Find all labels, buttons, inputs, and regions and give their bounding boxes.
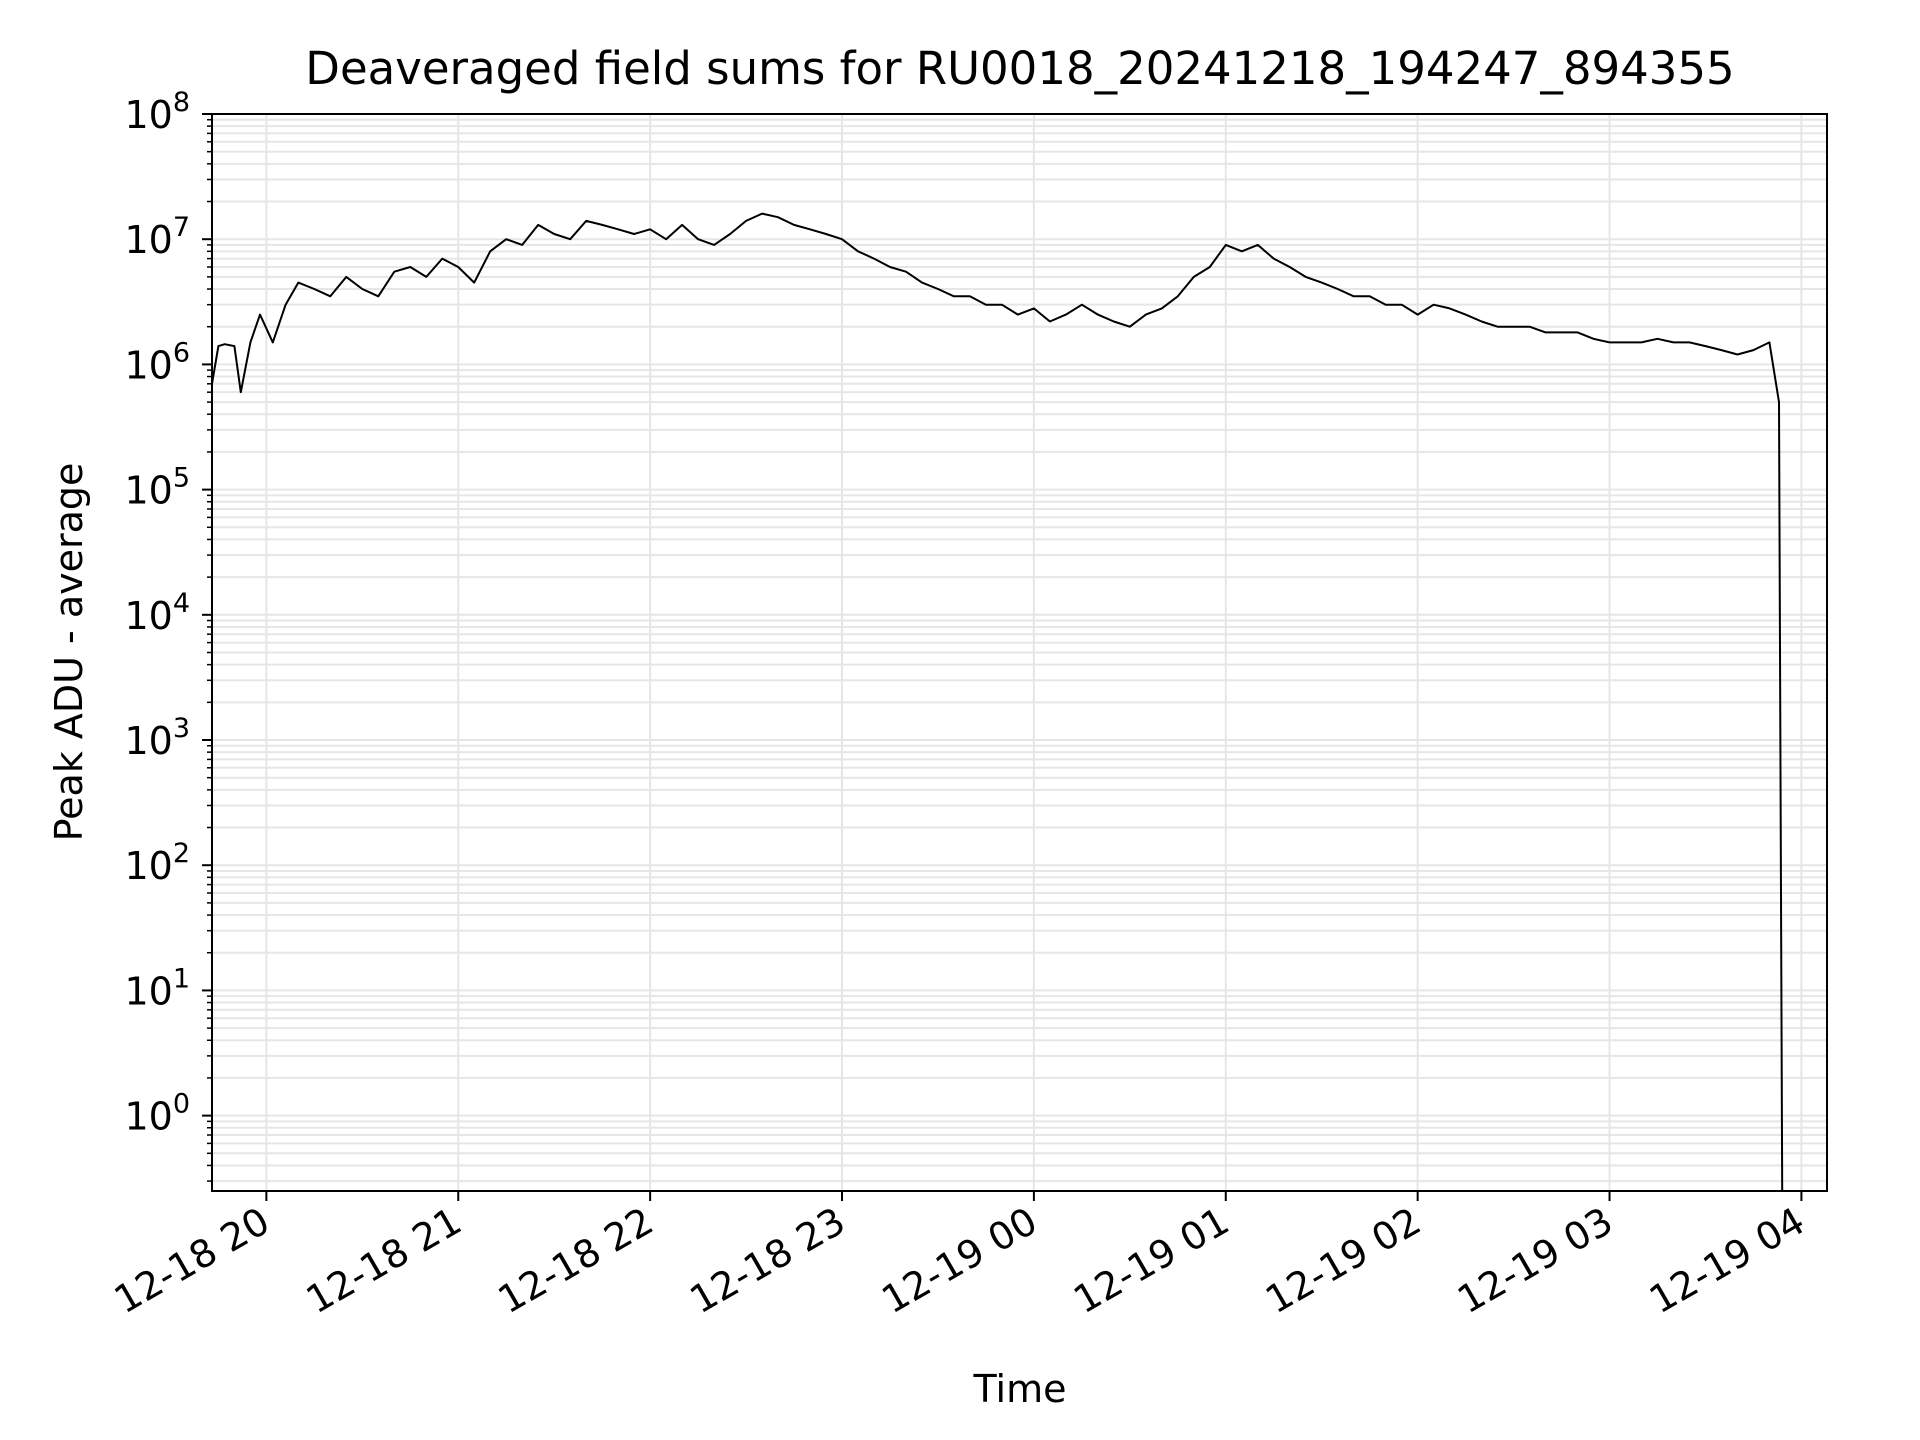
x-tick-label: 12-19 00: [874, 1199, 1044, 1323]
x-tick-label: 12-18 23: [683, 1199, 853, 1323]
y-tick-label: 100: [124, 1089, 190, 1139]
y-tick-label: 108: [124, 87, 190, 137]
x-tick-label: 12-18 21: [299, 1199, 469, 1323]
y-tick-label: 106: [124, 337, 190, 387]
x-tick-label: 12-19 01: [1066, 1199, 1236, 1323]
chart-title: Deaveraged field sums for RU0018_2024121…: [305, 42, 1734, 95]
y-tick-label: 105: [124, 463, 190, 513]
x-tick-label: 12-18 22: [491, 1199, 661, 1323]
x-tick-label: 12-19 04: [1642, 1199, 1812, 1323]
y-tick-label: 102: [124, 838, 190, 888]
x-axis-label: Time: [973, 1367, 1067, 1411]
y-tick-label: 104: [124, 588, 190, 638]
y-tick-label: 101: [124, 963, 190, 1013]
series-group: [211, 212, 1784, 1192]
y-tick-label: 103: [124, 713, 190, 763]
y-axis-label: Peak ADU - average: [47, 463, 91, 842]
x-tick-label: 12-19 02: [1258, 1199, 1428, 1323]
y-axis: 100 101 102 103 104 105 106 107 108: [124, 87, 212, 1182]
x-axis: 12-18 20 12-18 21 12-18 22 12-18 23 12-19 00…: [107, 1191, 1812, 1322]
x-tick-label: 12-18 20: [107, 1199, 277, 1323]
x-tick-label: 12-19 03: [1450, 1199, 1620, 1323]
y-tick-label: 107: [124, 212, 190, 262]
series-line: [211, 212, 1784, 1192]
grid: [212, 113, 1827, 1191]
